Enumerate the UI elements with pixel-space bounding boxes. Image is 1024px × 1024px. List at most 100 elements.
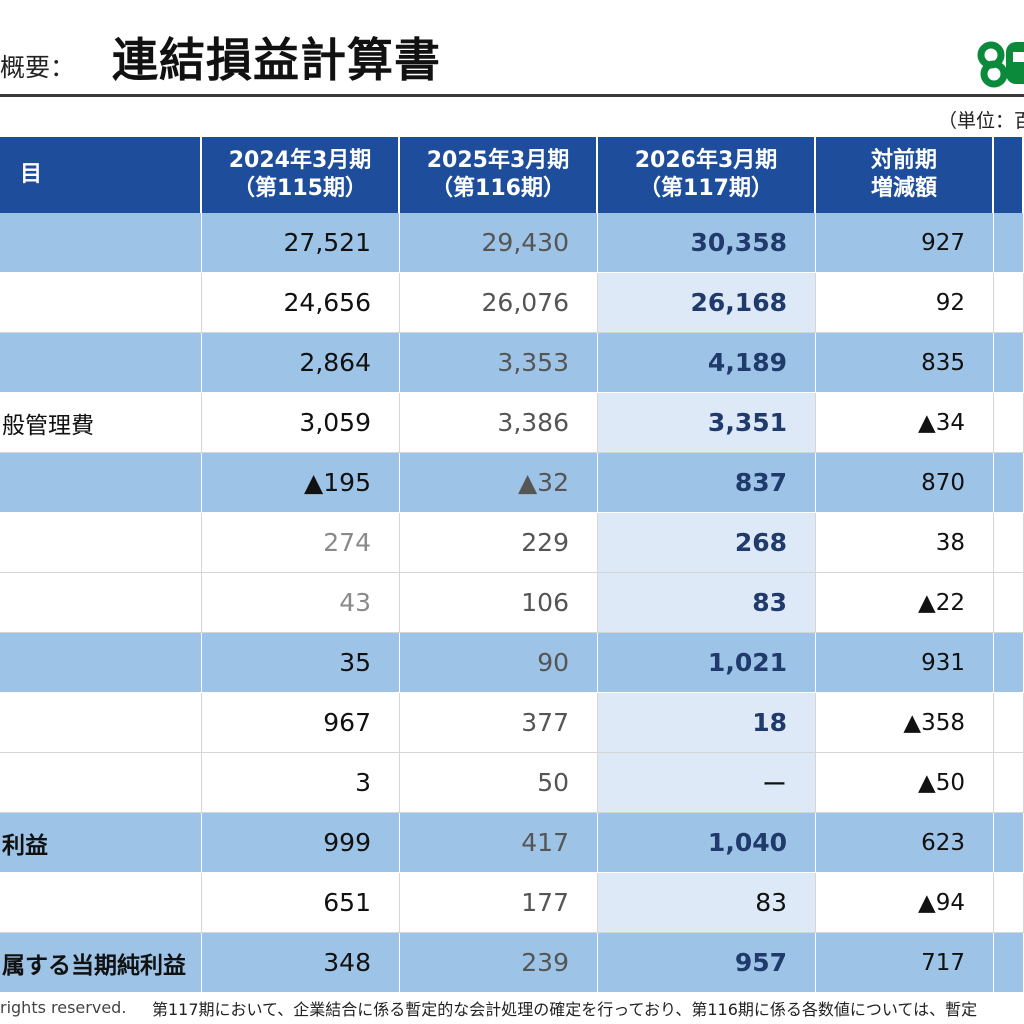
- value-fy2024: 651: [202, 873, 400, 933]
- value-extra: [994, 573, 1024, 633]
- header-prefix: 概要：: [0, 53, 76, 82]
- value-fy2024: 43: [202, 573, 400, 633]
- value-extra: [994, 813, 1024, 873]
- value-extra: [994, 933, 1024, 993]
- header-fy2026: 2026年3月期 （第117期）: [598, 137, 816, 213]
- row-label: [0, 333, 202, 393]
- table-row: 274 229 268 38: [0, 513, 1024, 573]
- value-fy2025: 417: [400, 813, 598, 873]
- header-fy2025: 2025年3月期 （第116期）: [400, 137, 598, 213]
- value-fy2024: 2,864: [202, 333, 400, 393]
- unit-label: （単位：百: [938, 110, 1024, 132]
- value-fy2026: 268: [598, 513, 816, 573]
- value-fy2025: 50: [400, 753, 598, 813]
- value-extra: [994, 453, 1024, 513]
- row-label: [0, 513, 202, 573]
- header-divider: [0, 94, 1024, 97]
- row-label: [0, 873, 202, 933]
- value-fy2026: 30,358: [598, 213, 816, 273]
- value-change: 717: [816, 933, 994, 993]
- row-label: [0, 753, 202, 813]
- value-extra: [994, 873, 1024, 933]
- copyright-text: rights reserved.: [0, 998, 127, 1017]
- header-fy2024: 2024年3月期 （第115期）: [202, 137, 400, 213]
- row-label: [0, 453, 202, 513]
- footnote-text: 第117期において、企業結合に係る暫定的な会計処理の確定を行っており、第116期…: [152, 1000, 978, 1019]
- value-change: ▲94: [816, 873, 994, 933]
- value-fy2024: ▲195: [202, 453, 400, 513]
- value-fy2024: 24,656: [202, 273, 400, 333]
- green-company-logo-icon: [976, 38, 1024, 88]
- table-row: 43 106 83 ▲22: [0, 573, 1024, 633]
- value-extra: [994, 753, 1024, 813]
- value-change: 870: [816, 453, 994, 513]
- value-fy2025: 106: [400, 573, 598, 633]
- value-fy2025: 26,076: [400, 273, 598, 333]
- value-change: ▲358: [816, 693, 994, 753]
- value-extra: [994, 693, 1024, 753]
- value-change: ▲34: [816, 393, 994, 453]
- value-fy2025: 229: [400, 513, 598, 573]
- value-change: 623: [816, 813, 994, 873]
- value-fy2024: 3,059: [202, 393, 400, 453]
- value-change: 927: [816, 213, 994, 273]
- value-fy2026: 1,040: [598, 813, 816, 873]
- value-fy2025: 3,353: [400, 333, 598, 393]
- value-fy2025: 239: [400, 933, 598, 993]
- value-fy2025: ▲32: [400, 453, 598, 513]
- value-fy2025: 177: [400, 873, 598, 933]
- value-fy2025: 29,430: [400, 213, 598, 273]
- table-row: 3 50 ー ▲50: [0, 753, 1024, 813]
- value-fy2026: 3,351: [598, 393, 816, 453]
- value-extra: [994, 333, 1024, 393]
- table-row: 35 90 1,021 931: [0, 633, 1024, 693]
- value-fy2026: 1,021: [598, 633, 816, 693]
- value-fy2024: 967: [202, 693, 400, 753]
- table-row: ▲195 ▲32 837 870: [0, 453, 1024, 513]
- row-label: 利益: [0, 813, 202, 873]
- value-fy2026: 4,189: [598, 333, 816, 393]
- value-extra: [994, 513, 1024, 573]
- table-row: 967 377 18 ▲358: [0, 693, 1024, 753]
- value-change: ▲22: [816, 573, 994, 633]
- value-fy2026: 837: [598, 453, 816, 513]
- table-row: 2,864 3,353 4,189 835: [0, 333, 1024, 393]
- value-change: 38: [816, 513, 994, 573]
- value-change: ▲50: [816, 753, 994, 813]
- table-header-row: 目 2024年3月期 （第115期） 2025年3月期 （第116期） 2026年3…: [0, 137, 1024, 213]
- value-fy2024: 348: [202, 933, 400, 993]
- row-label: 属する当期純利益: [0, 933, 202, 993]
- table-row: 27,521 29,430 30,358 927: [0, 213, 1024, 273]
- table-row: 利益 999 417 1,040 623: [0, 813, 1024, 873]
- value-fy2025: 90: [400, 633, 598, 693]
- row-label: [0, 693, 202, 753]
- table-row: 651 177 83 ▲94: [0, 873, 1024, 933]
- table-row: 般管理費 3,059 3,386 3,351 ▲34: [0, 393, 1024, 453]
- value-fy2024: 35: [202, 633, 400, 693]
- value-fy2026: 83: [598, 573, 816, 633]
- value-fy2024: 274: [202, 513, 400, 573]
- header-extra: [994, 137, 1024, 213]
- value-extra: [994, 213, 1024, 273]
- row-label: [0, 273, 202, 333]
- table-row: 24,656 26,076 26,168 92: [0, 273, 1024, 333]
- value-fy2026: 957: [598, 933, 816, 993]
- value-change: 835: [816, 333, 994, 393]
- table-row: 属する当期純利益 348 239 957 717: [0, 933, 1024, 993]
- value-fy2025: 377: [400, 693, 598, 753]
- value-change: 92: [816, 273, 994, 333]
- value-fy2024: 27,521: [202, 213, 400, 273]
- value-extra: [994, 273, 1024, 333]
- row-label: 般管理費: [0, 393, 202, 453]
- row-label: [0, 213, 202, 273]
- value-fy2026: 18: [598, 693, 816, 753]
- page-title: 連結損益計算書: [112, 33, 441, 87]
- row-label: [0, 633, 202, 693]
- header-item: 目: [0, 137, 202, 213]
- value-fy2024: 999: [202, 813, 400, 873]
- value-extra: [994, 633, 1024, 693]
- value-fy2026: 83: [598, 873, 816, 933]
- value-fy2026: 26,168: [598, 273, 816, 333]
- header-change: 対前期 増減額: [816, 137, 994, 213]
- value-fy2026: ー: [598, 753, 816, 813]
